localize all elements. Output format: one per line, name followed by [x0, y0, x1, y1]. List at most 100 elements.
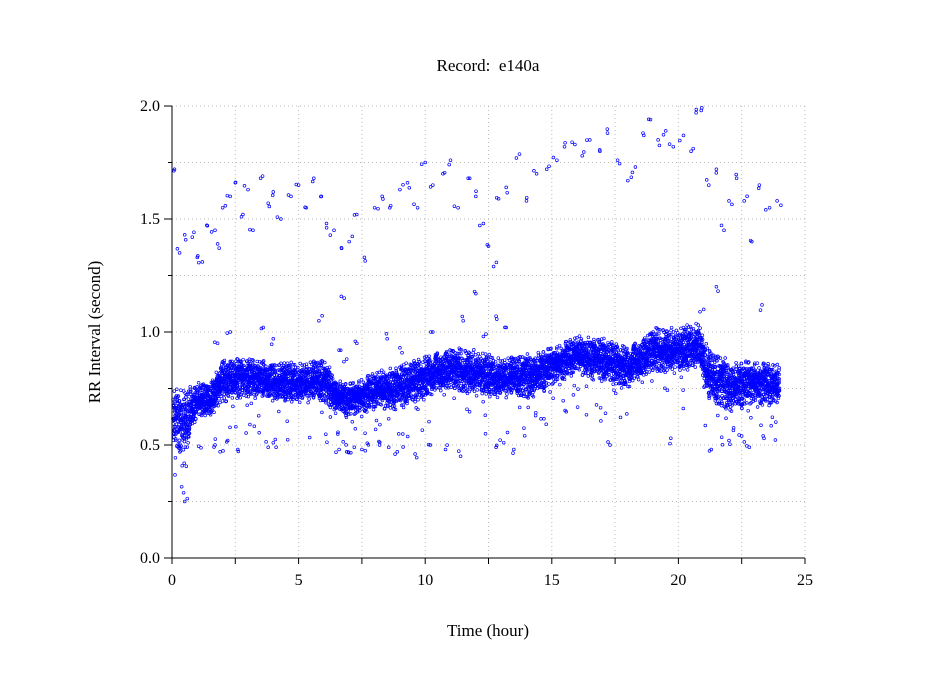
data-point	[196, 444, 201, 448]
data-point	[533, 413, 538, 418]
data-point	[220, 366, 225, 370]
data-point	[196, 381, 201, 385]
data-point	[257, 384, 261, 388]
data-point	[325, 440, 329, 444]
data-point	[285, 437, 290, 442]
data-point	[173, 397, 177, 401]
data-point	[316, 388, 321, 393]
data-point	[472, 348, 476, 352]
data-point	[291, 362, 295, 367]
data-point	[172, 389, 177, 393]
data-point	[283, 398, 287, 403]
data-point	[194, 416, 198, 421]
data-point	[212, 410, 216, 414]
data-point	[173, 455, 178, 460]
data-point	[483, 432, 488, 436]
data-point	[273, 437, 278, 442]
data-point	[280, 395, 284, 399]
data-point	[192, 420, 197, 424]
data-point	[353, 427, 358, 431]
data-point	[224, 399, 229, 403]
data-point	[324, 432, 328, 436]
data-point	[187, 431, 192, 436]
data-point	[324, 400, 328, 405]
data-point	[416, 397, 420, 402]
data-point	[230, 396, 235, 400]
data-point	[295, 397, 299, 401]
data-point	[293, 365, 298, 370]
data-point	[180, 433, 185, 437]
data-point	[278, 394, 283, 398]
data-point	[187, 426, 192, 431]
data-point	[544, 422, 548, 427]
data-point	[231, 404, 235, 409]
data-point	[285, 419, 289, 423]
data-point	[230, 359, 234, 364]
data-point	[422, 397, 426, 402]
data-point	[179, 444, 184, 448]
data-point	[317, 368, 322, 373]
data-point	[475, 388, 480, 392]
data-point	[286, 395, 290, 399]
data-point	[344, 415, 349, 420]
data-point	[505, 430, 510, 435]
data-point	[465, 407, 469, 411]
data-point	[248, 422, 252, 427]
data-point	[467, 389, 472, 394]
data-point	[273, 370, 278, 375]
data-point	[177, 444, 182, 449]
data-point	[184, 464, 189, 468]
data-point	[299, 384, 303, 388]
data-point	[297, 400, 302, 405]
data-point	[293, 372, 298, 377]
data-point	[291, 395, 296, 400]
data-point	[245, 403, 249, 408]
data-point	[252, 424, 257, 429]
data-point	[195, 385, 199, 389]
data-point	[213, 437, 218, 441]
data-point	[404, 361, 408, 365]
data-point	[179, 484, 184, 489]
data-point	[338, 379, 342, 384]
data-point	[316, 387, 321, 391]
data-point	[240, 390, 244, 395]
data-point	[307, 397, 311, 401]
data-point	[183, 445, 188, 449]
data-point	[238, 359, 243, 363]
data-point	[182, 461, 186, 466]
data-point	[189, 389, 193, 394]
data-point	[420, 428, 425, 432]
data-point	[344, 443, 348, 447]
data-point	[175, 395, 180, 399]
data-point	[306, 387, 310, 392]
data-point	[216, 403, 220, 408]
data-point	[220, 399, 225, 403]
data-point	[183, 407, 188, 411]
data-point	[288, 364, 292, 368]
data-point	[244, 394, 249, 398]
data-point	[186, 412, 190, 417]
data-point	[222, 360, 226, 365]
grid	[172, 105, 806, 558]
data-point	[522, 433, 527, 438]
data-point	[290, 367, 294, 371]
data-point	[238, 395, 242, 400]
data-points	[171, 106, 783, 504]
data-point	[174, 422, 179, 427]
data-point	[199, 413, 204, 418]
data-point	[442, 392, 446, 397]
data-point	[413, 400, 417, 404]
data-point	[279, 361, 283, 366]
data-point	[173, 417, 178, 422]
data-point	[229, 366, 233, 370]
data-point	[526, 405, 530, 410]
data-point	[405, 434, 410, 439]
data-point	[253, 396, 257, 401]
data-point	[232, 386, 237, 390]
data-point	[261, 391, 266, 395]
data-point	[374, 418, 379, 423]
data-point	[232, 362, 237, 367]
data-point	[180, 463, 184, 468]
data-point	[271, 393, 275, 397]
